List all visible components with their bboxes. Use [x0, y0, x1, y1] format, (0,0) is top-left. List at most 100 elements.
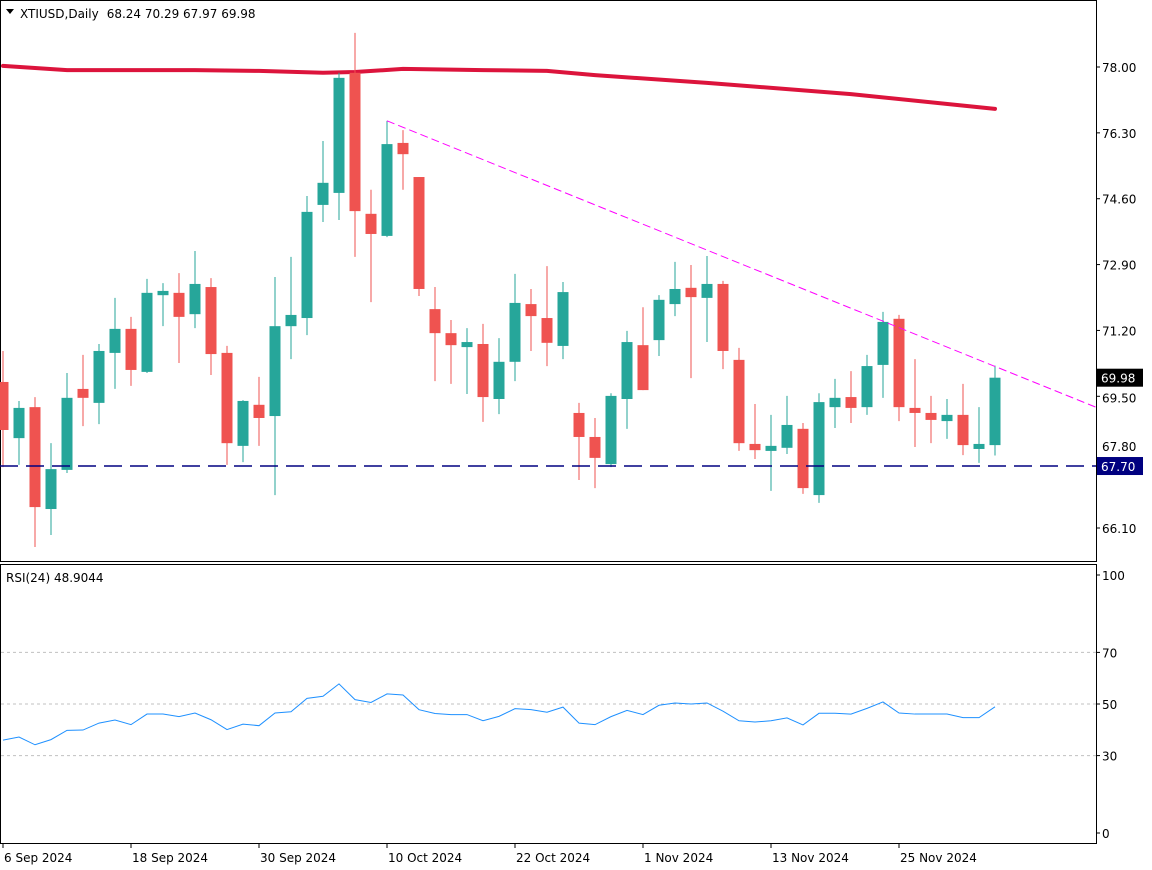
- candle-bullish: [941, 414, 953, 422]
- candle-bearish: [29, 407, 41, 508]
- time-tick-label: 10 Oct 2024: [388, 851, 462, 865]
- candle-bullish: [269, 326, 281, 417]
- candle-bearish: [397, 142, 409, 155]
- candle-bullish: [781, 424, 793, 448]
- candle-bearish: [957, 414, 969, 446]
- candle-bullish: [989, 377, 1001, 446]
- price-tick-label: 78.00: [1102, 61, 1136, 75]
- candle-bullish: [653, 299, 665, 341]
- candle-bearish: [637, 345, 649, 391]
- price-tick-label: 67.80: [1102, 440, 1136, 454]
- candle-bullish: [141, 292, 153, 372]
- candle-bullish: [493, 361, 505, 400]
- candle-bearish: [349, 72, 361, 212]
- chart-header: XTIUSD,Daily 68.24 70.29 67.97 69.98 RSI(…: [6, 7, 256, 585]
- candle-bullish: [301, 211, 313, 319]
- candle-bearish: [717, 283, 729, 351]
- candle-bullish: [509, 302, 521, 362]
- candle-bullish: [61, 397, 73, 470]
- drawn-lines-layer: [0, 120, 1096, 467]
- candle-bearish: [365, 213, 377, 234]
- candle-bearish: [925, 412, 937, 420]
- time-axis: 6 Sep 2024 18 Sep 2024 30 Sep 2024 10 Oct 2…: [2, 843, 977, 865]
- rsi-line: [2, 683, 996, 746]
- last-price-tag-bg: [1097, 368, 1143, 387]
- rsi-tick-label: 0: [1102, 827, 1110, 841]
- candle-bullish: [877, 321, 889, 365]
- candle-bearish: [573, 412, 585, 437]
- candle-bullish: [381, 144, 393, 236]
- candle-bearish: [221, 352, 233, 444]
- candle-bullish: [317, 182, 329, 205]
- main-panel-frame: [0, 0, 1097, 562]
- candle-bullish: [973, 443, 985, 449]
- candle-bullish: [605, 395, 617, 465]
- price-tags: 69.98 67.70: [1097, 368, 1143, 476]
- candles-layer: [0, 32, 1001, 547]
- time-tick-label: 25 Nov 2024: [900, 851, 977, 865]
- candle-bullish: [701, 283, 713, 298]
- support-price-tag-bg: [1097, 457, 1143, 476]
- candle-bearish: [845, 397, 857, 408]
- candle-bearish: [909, 407, 921, 413]
- candle-bearish: [77, 388, 89, 398]
- rsi-tick-label: 50: [1102, 698, 1117, 712]
- candle-bearish: [205, 287, 217, 355]
- candle-bearish: [733, 359, 745, 444]
- time-tick-label: 6 Sep 2024: [4, 851, 72, 865]
- candle-bearish: [0, 381, 9, 430]
- price-tick-label: 74.60: [1102, 193, 1136, 207]
- time-tick-label: 22 Oct 2024: [516, 851, 590, 865]
- candle-bearish: [749, 443, 761, 451]
- time-tick-label: 18 Sep 2024: [132, 851, 208, 865]
- rsi-label: RSI(24) 48.9044: [6, 571, 104, 585]
- candle-bearish: [893, 318, 905, 408]
- candle-bearish: [445, 333, 457, 346]
- price-axis: 78.00 76.30 74.60 72.90 71.20 69.50 67.80 66.10: [1096, 61, 1136, 536]
- rsi-tick-label: 30: [1102, 750, 1117, 764]
- candle-bullish: [813, 402, 825, 496]
- candle-bearish: [173, 292, 185, 317]
- candle-bullish: [189, 283, 201, 315]
- candle-bullish: [333, 77, 345, 193]
- price-tick-label: 72.90: [1102, 259, 1136, 273]
- candle-bullish: [669, 288, 681, 305]
- candle-bullish: [861, 366, 873, 408]
- candle-bearish: [541, 318, 553, 343]
- chart-frames: [0, 0, 1097, 844]
- candle-bullish: [93, 350, 105, 403]
- candle-bearish: [429, 309, 441, 334]
- time-tick-label: 13 Nov 2024: [772, 851, 849, 865]
- candle-bullish: [621, 342, 633, 400]
- candle-bullish: [45, 469, 57, 510]
- support-price-tag: 67.70: [1101, 460, 1135, 474]
- dropdown-triangle-icon[interactable]: [6, 9, 14, 14]
- candle-bearish: [253, 404, 265, 418]
- rsi-tick-label: 100: [1102, 569, 1125, 583]
- candle-bullish: [557, 292, 569, 346]
- rsi-tick-label: 70: [1102, 646, 1117, 660]
- price-tick-label: 71.20: [1102, 324, 1136, 338]
- price-tick-label: 66.10: [1102, 522, 1136, 536]
- candle-bullish: [13, 407, 25, 439]
- candle-bearish: [525, 304, 537, 317]
- candle-bullish: [285, 314, 297, 327]
- candle-bullish: [157, 290, 169, 296]
- candle-bearish: [589, 436, 601, 458]
- rsi-level-lines: [1, 651, 1096, 757]
- symbol-ohlc-label: XTIUSD,Daily 68.24 70.29 67.97 69.98: [20, 7, 256, 21]
- rsi-layer: [2, 683, 996, 746]
- time-tick-label: 30 Sep 2024: [260, 851, 336, 865]
- candle-bearish: [685, 287, 697, 298]
- candle-bearish: [797, 428, 809, 489]
- time-tick-label: 1 Nov 2024: [644, 851, 713, 865]
- candle-bearish: [477, 343, 489, 398]
- last-price-tag: 69.98: [1101, 372, 1135, 386]
- candle-bullish: [109, 328, 121, 353]
- rsi-axis: 100 70 50 30 0: [1096, 569, 1125, 841]
- candle-bullish: [765, 445, 777, 451]
- candle-bullish: [829, 397, 841, 408]
- moving-average-line: [1, 63, 997, 111]
- candle-bullish: [237, 400, 249, 446]
